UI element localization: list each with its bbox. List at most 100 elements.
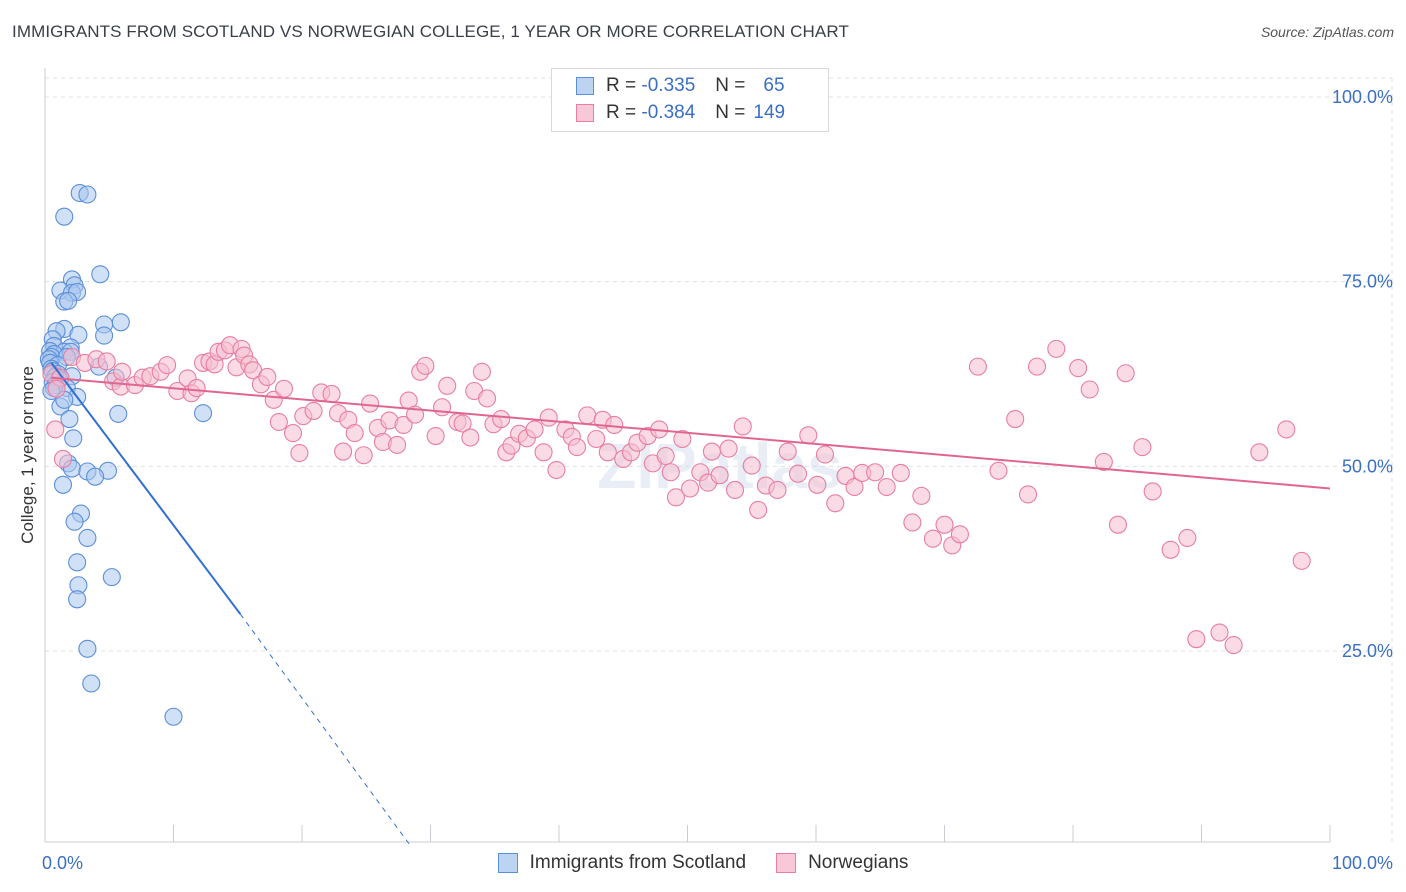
scotland-point-62 xyxy=(82,674,101,693)
scotland-point-47 xyxy=(64,429,83,448)
norwegians-point-0 xyxy=(46,420,65,439)
norwegians-point-125 xyxy=(968,357,987,376)
legend-item-scotland: Immigrants from Scotland xyxy=(497,852,747,874)
norwegians-point-80 xyxy=(578,406,597,425)
legend-r-value-norwegians: -0.384 xyxy=(641,102,696,123)
scotland-point-16 xyxy=(95,326,114,345)
scotland-point-57 xyxy=(68,553,87,572)
norwegians-point-121 xyxy=(923,529,942,548)
legend-r-label: R = xyxy=(606,75,637,96)
scotland-point-3 xyxy=(91,265,110,284)
norwegians-point-122 xyxy=(935,515,954,534)
legend-n-value-scotland: 65 xyxy=(763,75,785,96)
norwegians-point-142 xyxy=(1224,636,1243,655)
source-credit: Source: ZipAtlas.com xyxy=(1260,24,1394,40)
scotland-point-53 xyxy=(53,475,73,494)
legend-row-norwegians: R = -0.384 N = 149 xyxy=(576,101,785,125)
norwegians-point-120 xyxy=(912,486,931,505)
norwegians-point-65 xyxy=(472,362,491,381)
norwegians-point-107 xyxy=(778,442,797,461)
norwegians-point-1 xyxy=(53,449,73,468)
scotland-point-63 xyxy=(164,707,183,726)
norwegians-point-129 xyxy=(1027,357,1047,376)
scotland-point-2 xyxy=(55,207,74,226)
scotland-point-56 xyxy=(78,528,97,548)
norwegians-point-37 xyxy=(283,424,303,443)
norwegians-point-111 xyxy=(815,445,835,464)
norwegians-point-133 xyxy=(1094,452,1113,471)
legend-n-label: N = xyxy=(715,75,746,96)
norwegians-point-139 xyxy=(1178,528,1197,548)
norwegians-point-124 xyxy=(950,525,969,544)
scotland-point-46 xyxy=(60,410,79,429)
norwegians-point-91 xyxy=(656,446,675,466)
norwegians-point-99 xyxy=(710,466,729,485)
norwegians-point-8 xyxy=(97,352,116,371)
scotland-point-61 xyxy=(78,639,97,658)
norwegians-point-16 xyxy=(158,356,177,375)
norwegians-point-118 xyxy=(891,463,910,483)
scotland-point-1 xyxy=(78,185,97,204)
scotland-point-44 xyxy=(109,404,128,423)
norwegians-point-57 xyxy=(416,356,435,375)
norwegians-point-137 xyxy=(1143,482,1162,501)
trend-lines xyxy=(50,362,1331,848)
norwegians-point-63 xyxy=(461,428,480,447)
norwegians-point-60 xyxy=(438,376,457,395)
norwegians-point-79 xyxy=(567,438,587,457)
axes xyxy=(44,68,1331,843)
norwegians-point-109 xyxy=(799,426,818,445)
y-tick-label-75: 75.0% xyxy=(1342,272,1393,292)
y-tick-label-25: 25.0% xyxy=(1342,641,1393,661)
norwegians-point-44 xyxy=(334,442,353,461)
scotland-point-52 xyxy=(86,467,105,486)
legend-label-norwegians: Norwegians xyxy=(808,852,909,873)
norwegians-point-138 xyxy=(1161,540,1180,559)
norwegians-point-4 xyxy=(47,379,66,398)
trend-line-norwegians xyxy=(51,376,1331,490)
norwegians-point-33 xyxy=(258,367,277,387)
norwegians-point-132 xyxy=(1080,380,1099,399)
x-tick-label-max: 100.0% xyxy=(1332,853,1393,873)
y-axis-label: College, 1 year or more xyxy=(18,366,37,544)
norwegians-point-130 xyxy=(1047,339,1066,358)
norwegians-point-144 xyxy=(1277,420,1296,439)
norwegians-point-135 xyxy=(1116,364,1135,383)
legend-label-scotland: Immigrants from Scotland xyxy=(529,852,747,873)
norwegians-point-134 xyxy=(1108,515,1128,534)
norwegians-point-126 xyxy=(989,461,1008,480)
norwegians-point-66 xyxy=(477,389,497,408)
norwegians-point-100 xyxy=(719,439,738,458)
norwegians-point-108 xyxy=(788,464,808,483)
scotland-point-58 xyxy=(102,568,121,587)
norwegians-point-95 xyxy=(681,479,700,498)
legend-swatch-norwegians xyxy=(776,853,797,873)
legend-item-norwegians: Norwegians xyxy=(776,852,908,874)
norwegians-point-106 xyxy=(768,480,787,500)
norwegians-point-68 xyxy=(492,410,511,429)
norwegians-point-46 xyxy=(345,424,364,443)
trend-line-scotland xyxy=(50,362,242,615)
norwegians-point-136 xyxy=(1133,438,1152,457)
trend-line-scotland-extension xyxy=(239,613,412,848)
legend-r-value-scotland: -0.335 xyxy=(641,75,696,96)
norwegians-point-75 xyxy=(539,408,558,427)
norwegians-point-128 xyxy=(1018,485,1038,504)
norwegians-point-101 xyxy=(725,480,745,500)
scotland-point-11 xyxy=(111,313,130,332)
legend-swatch-scotland xyxy=(497,853,518,873)
norwegians-point-112 xyxy=(826,494,845,513)
norwegians-point-74 xyxy=(534,443,553,462)
norwegians-point-119 xyxy=(903,513,922,532)
chart-title: IMMIGRANTS FROM SCOTLAND VS NORWEGIAN CO… xyxy=(12,22,849,41)
norwegians-point-143 xyxy=(1250,443,1269,462)
norwegians-point-52 xyxy=(388,435,407,454)
norwegians-point-102 xyxy=(733,417,752,436)
norwegians-point-83 xyxy=(598,443,617,462)
norwegians-point-94 xyxy=(673,429,692,449)
norwegians-point-38 xyxy=(290,443,309,463)
norwegians-point-73 xyxy=(525,420,544,439)
x-tick-label-min: 0.0% xyxy=(42,853,83,873)
scotland-point-10 xyxy=(59,291,78,310)
series-norwegians-points xyxy=(42,336,1311,655)
